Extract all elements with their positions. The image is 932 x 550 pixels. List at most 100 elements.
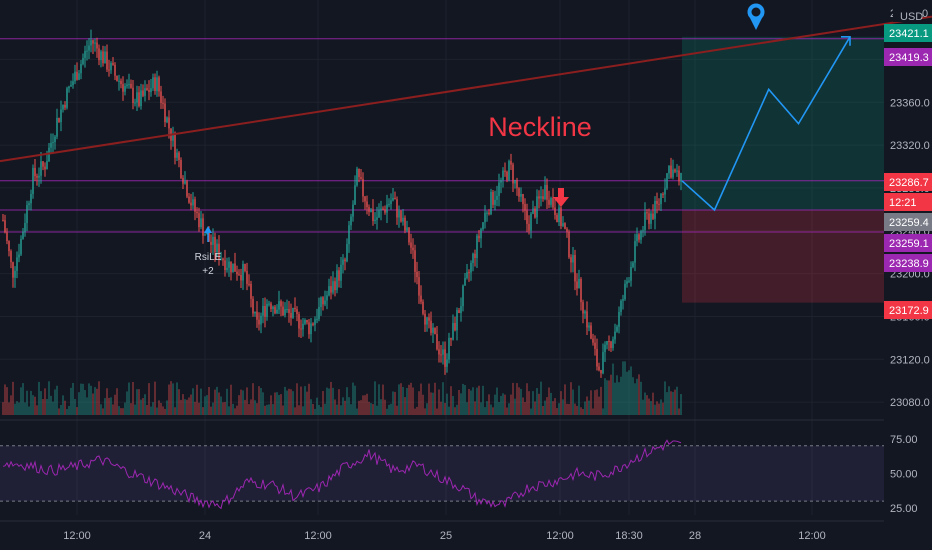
volume-bar [194, 401, 196, 415]
volume-bar [604, 378, 606, 415]
candle-body [430, 320, 432, 333]
volume-bar [64, 400, 66, 415]
volume-bar [20, 387, 22, 415]
volume-bar [306, 391, 308, 415]
rising-trendline[interactable] [0, 15, 932, 163]
candle-body [304, 319, 306, 324]
currency-label[interactable]: USD [900, 11, 923, 23]
price-axis[interactable]: 23080.023120.023160.023200.023240.023280… [884, 8, 932, 409]
candle-body [288, 309, 290, 314]
candle-body [264, 305, 266, 317]
candle-body [102, 51, 104, 64]
price-axis-tick-partial: 0 [922, 8, 928, 20]
candle-body [468, 272, 470, 274]
price-badge[interactable] [884, 48, 932, 66]
rsi-pane[interactable]: 75.00 50.00 25.00 [0, 434, 918, 515]
horizontal-levels[interactable] [0, 38, 884, 233]
price-badge[interactable] [884, 254, 932, 272]
candle-body [664, 188, 666, 195]
candle-body [500, 180, 502, 183]
projection-path-line[interactable] [681, 36, 851, 212]
volume-bar [450, 386, 452, 415]
price-badge-label: 23259.4 [889, 217, 929, 229]
candle-body [350, 216, 352, 226]
candle-body [66, 88, 68, 108]
volume-bar [220, 396, 222, 415]
long-position-tool[interactable] [682, 36, 884, 303]
candle-body [62, 104, 64, 110]
volume-bar [66, 408, 68, 415]
volume-bar [288, 388, 290, 415]
volume-bar [546, 397, 548, 415]
volume-bar [354, 385, 356, 415]
candle-body [10, 251, 12, 263]
candle-body [514, 179, 516, 184]
volume-bar [318, 404, 320, 415]
volume-bar [470, 390, 472, 415]
volume-bar [282, 405, 284, 415]
volume-bar [102, 408, 104, 415]
volume-bar [108, 397, 110, 415]
candle-body [100, 51, 102, 61]
candle-body [92, 40, 94, 44]
volume-bar [414, 408, 416, 415]
annotations: Neckline RsiLE +2 [195, 3, 765, 277]
candle-body [56, 118, 58, 137]
volume-bar [426, 403, 428, 415]
profit-zone[interactable] [682, 36, 884, 211]
price-badge[interactable] [884, 193, 932, 211]
candle-body [574, 255, 576, 282]
volume-bar [252, 383, 254, 415]
candle-body [672, 169, 674, 178]
price-badge[interactable] [884, 213, 932, 231]
candle-body [206, 232, 208, 235]
volume-bar [18, 402, 20, 415]
volume-bar [210, 406, 212, 415]
volume-bar [14, 403, 16, 415]
candle-body [552, 198, 554, 208]
volume-bar [616, 375, 618, 415]
trendline[interactable] [0, 15, 932, 163]
volume-bar [626, 371, 628, 415]
candle-body [546, 184, 548, 200]
price-badge[interactable] [884, 24, 932, 42]
candle-body [680, 173, 682, 182]
candle-body [326, 295, 328, 301]
volume-bar [572, 389, 574, 415]
volume-bar [492, 407, 494, 415]
volume-bar [590, 390, 592, 415]
volume-bar [608, 380, 610, 415]
candle-body [90, 40, 92, 46]
price-badge[interactable] [884, 301, 932, 319]
time-axis[interactable]: 12:00 24 12:00 25 12:00 18:30 28 12:00 [63, 530, 826, 542]
candle-body [274, 306, 276, 314]
candle-body [460, 306, 462, 314]
candle-body [218, 243, 220, 260]
volume-bar [472, 387, 474, 415]
volume-bar [2, 402, 4, 415]
volume-bar [74, 398, 76, 415]
price-badge[interactable] [884, 234, 932, 252]
signal-label: RsiLE [195, 252, 222, 263]
volume-bar [50, 395, 52, 415]
volume-bar [346, 387, 348, 415]
projection-path[interactable] [681, 36, 851, 212]
volume-bar [394, 391, 396, 415]
loss-zone[interactable] [682, 210, 884, 303]
volume-bar [654, 404, 656, 415]
candle-body [84, 51, 86, 58]
volume-bar [12, 381, 14, 415]
candle-body [276, 309, 278, 314]
candle-body [410, 242, 412, 248]
candle-body [74, 71, 76, 82]
candle-body [580, 279, 582, 303]
signal-sub-label: +2 [202, 266, 214, 277]
candle-body [586, 311, 588, 328]
volume-bar [192, 388, 194, 415]
volume-bar [544, 400, 546, 415]
price-badge[interactable] [884, 173, 932, 191]
candle-body [618, 311, 620, 327]
volume-bar [448, 406, 450, 415]
